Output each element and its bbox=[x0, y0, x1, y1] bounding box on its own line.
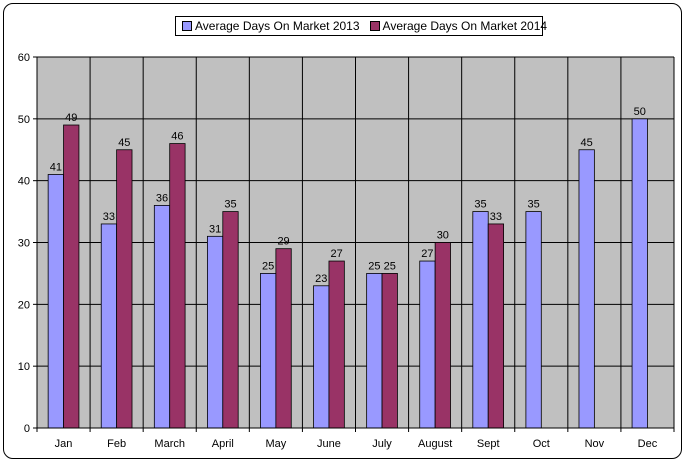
x-tick-label-nov: Nov bbox=[585, 438, 605, 450]
data-label-2013-august: 27 bbox=[421, 248, 433, 260]
x-tick-label-april: April bbox=[212, 438, 234, 450]
y-tick-label: 0 bbox=[24, 423, 30, 435]
x-tick-label-sept: Sept bbox=[477, 438, 500, 450]
data-label-2014-april: 35 bbox=[224, 199, 236, 211]
x-tick-label-august: August bbox=[418, 438, 452, 450]
y-tick-label: 60 bbox=[18, 52, 30, 64]
bar-2013-july bbox=[366, 273, 383, 429]
y-tick-label: 30 bbox=[18, 238, 30, 250]
data-label-2013-nov: 45 bbox=[581, 137, 593, 149]
legend-entry-2013: Average Days On Market 2013 bbox=[182, 19, 360, 33]
legend: Average Days On Market 2013 Average Days… bbox=[175, 16, 547, 36]
x-tick-label-march: March bbox=[154, 438, 185, 450]
data-label-2013-july: 25 bbox=[368, 260, 380, 272]
data-label-2014-may: 29 bbox=[277, 236, 289, 248]
bar-2014-march bbox=[169, 143, 186, 429]
bar-2014-jan bbox=[63, 124, 80, 429]
data-label-2013-feb: 33 bbox=[103, 211, 115, 223]
data-label-2013-march: 36 bbox=[156, 192, 168, 204]
bar-2014-august bbox=[434, 242, 451, 429]
data-label-2013-dec: 50 bbox=[634, 106, 646, 118]
x-tick-label-feb: Feb bbox=[107, 438, 126, 450]
y-tick-label: 20 bbox=[18, 299, 30, 311]
data-label-2013-may: 25 bbox=[262, 260, 274, 272]
x-tick-label-july: July bbox=[372, 438, 392, 450]
data-label-2013-april: 31 bbox=[209, 223, 221, 235]
bar-2013-august bbox=[419, 260, 436, 429]
data-label-2013-sept: 35 bbox=[474, 199, 486, 211]
x-tick-label-dec: Dec bbox=[638, 438, 658, 450]
bar-2014-feb bbox=[116, 149, 133, 429]
y-tick-label: 40 bbox=[18, 176, 30, 188]
bar-2014-july bbox=[381, 273, 398, 429]
data-label-2014-sept: 33 bbox=[490, 211, 502, 223]
x-tick-label-may: May bbox=[265, 438, 286, 450]
bar-2013-june bbox=[313, 285, 330, 429]
data-label-2013-june: 23 bbox=[315, 273, 327, 285]
legend-label-2013: Average Days On Market 2013 bbox=[195, 19, 360, 33]
data-label-2014-march: 46 bbox=[171, 131, 183, 143]
bar-2013-nov bbox=[578, 149, 595, 429]
bar-2014-april bbox=[222, 211, 239, 429]
bar-2013-april bbox=[206, 235, 224, 429]
data-label-2014-august: 30 bbox=[437, 230, 449, 242]
data-label-2014-june: 27 bbox=[331, 248, 343, 260]
data-label-2014-jan: 49 bbox=[65, 112, 77, 124]
bar-2013-feb bbox=[100, 223, 118, 429]
bar-2013-march bbox=[153, 204, 171, 429]
data-label-2014-july: 25 bbox=[384, 260, 396, 272]
bar-2013-dec bbox=[631, 118, 648, 429]
x-tick-label-oct: Oct bbox=[533, 438, 550, 450]
bar-2013-may bbox=[260, 273, 277, 429]
x-tick-label-jan: Jan bbox=[55, 438, 73, 450]
legend-entry-2014: Average Days On Market 2014 bbox=[369, 19, 548, 33]
bar-2013-sept bbox=[472, 211, 489, 429]
data-label-2013-oct: 35 bbox=[527, 199, 539, 211]
legend-label-2014: Average Days On Market 2014 bbox=[382, 19, 548, 33]
legend-swatch-2014 bbox=[369, 21, 380, 31]
bar-2014-june bbox=[328, 260, 345, 429]
bar-2013-jan bbox=[47, 174, 64, 429]
bar-2013-oct bbox=[525, 211, 542, 429]
y-tick-label: 10 bbox=[18, 361, 30, 373]
y-tick-label: 50 bbox=[18, 114, 30, 126]
legend-swatch-2013 bbox=[182, 21, 192, 31]
data-label-2013-jan: 41 bbox=[50, 161, 62, 173]
bar-2014-sept bbox=[487, 223, 505, 429]
bar-2014-may bbox=[275, 248, 292, 429]
data-label-2014-feb: 45 bbox=[118, 137, 130, 149]
x-tick-label-june: June bbox=[317, 438, 341, 450]
